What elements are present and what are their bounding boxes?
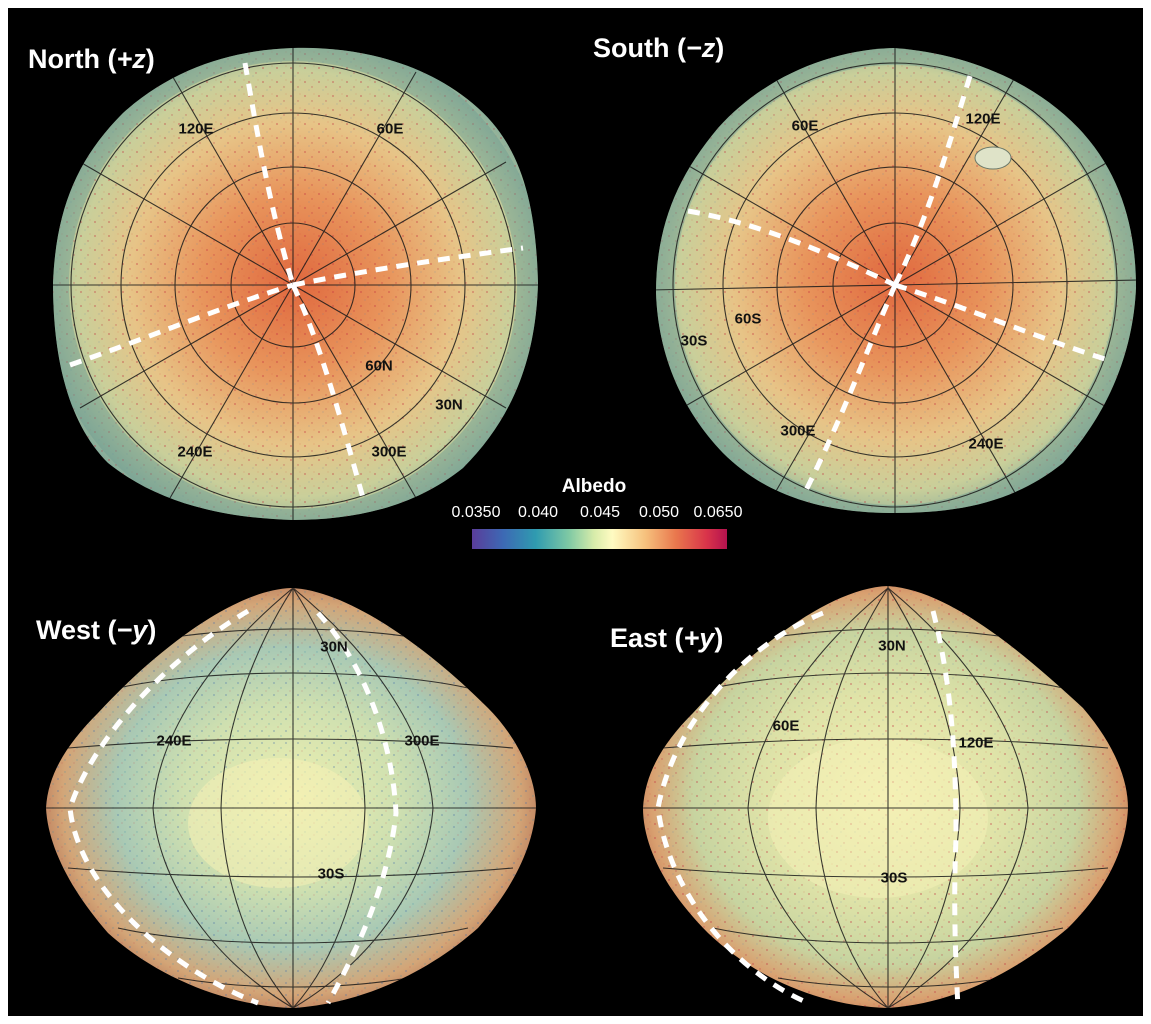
west-view-title: West (−y) (36, 615, 157, 645)
south-label-240e: 240E (968, 435, 1004, 453)
north-view (53, 47, 538, 521)
north-label-300e: 300E (371, 443, 407, 461)
south-label-60s: 60S (734, 310, 762, 328)
albedo-colorbar (472, 529, 727, 549)
colorbar-tick-1: 0.0350 (451, 504, 501, 521)
north-view-title: North (+z) (28, 44, 155, 74)
east-label-30n: 30N (878, 637, 906, 655)
colorbar-tick-2: 0.040 (517, 504, 559, 521)
west-label-240e: 240E (156, 732, 192, 750)
north-label-120e: 120E (178, 120, 214, 138)
south-label-60e: 60E (791, 117, 819, 135)
colorbar-tick-3: 0.045 (579, 504, 621, 521)
colorbar-tick-4: 0.050 (638, 504, 680, 521)
colorbar-title: Albedo (561, 476, 627, 497)
north-label-240e: 240E (177, 443, 213, 461)
east-view (643, 586, 1128, 1009)
asteroid-views (46, 47, 1136, 1009)
south-label-300e: 300E (780, 422, 816, 440)
west-view (46, 588, 536, 1008)
east-view-title: East (+y) (610, 623, 724, 653)
colorbar-tick-5: 0.0650 (693, 504, 743, 521)
west-label-300e: 300E (404, 732, 440, 750)
north-label-60e: 60E (376, 120, 404, 138)
south-view-title: South (−z) (593, 33, 725, 63)
south-label-30s: 30S (680, 332, 708, 350)
east-label-120e: 120E (958, 734, 994, 752)
east-label-60e: 60E (772, 717, 800, 735)
west-label-30n: 30N (320, 638, 348, 656)
north-label-60n: 60N (365, 357, 393, 375)
west-label-30s: 30S (317, 865, 345, 883)
south-label-120e: 120E (965, 110, 1001, 128)
north-label-30n: 30N (435, 396, 463, 414)
south-view (656, 48, 1136, 513)
east-label-30s: 30S (880, 869, 908, 887)
